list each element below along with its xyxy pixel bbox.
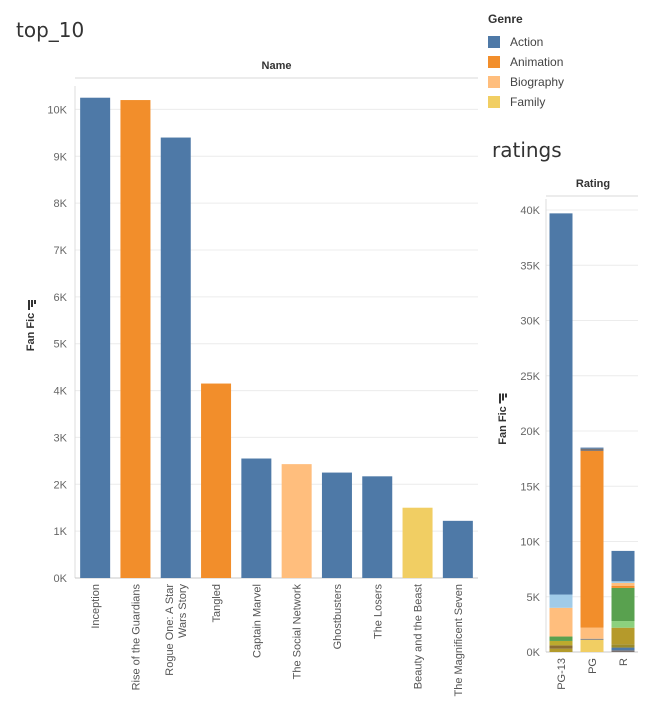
y-tick-label: 10K <box>520 537 540 549</box>
x-tick-label: Ghostbusters <box>332 584 344 650</box>
column-header-rating: Rating <box>576 178 610 190</box>
stacked-bar-segment[interactable] <box>611 627 635 645</box>
x-tick-label: PG <box>587 658 599 674</box>
stacked-bar-segment[interactable] <box>580 450 604 628</box>
stacked-bar-segment[interactable] <box>549 636 573 641</box>
y-tick-label: 1K <box>54 526 68 538</box>
stacked-bar-segment[interactable] <box>549 213 573 595</box>
bar[interactable] <box>442 520 473 578</box>
legend-label: Family <box>510 95 546 109</box>
stacked-bar-segment[interactable] <box>611 550 635 582</box>
y-tick-label: 2K <box>54 479 68 491</box>
column-header-name: Name <box>262 60 292 72</box>
bar[interactable] <box>241 458 272 578</box>
sheet-title-ratings: ratings <box>492 138 562 162</box>
legend-item-family[interactable]: Family <box>488 92 564 112</box>
y-tick-label: 8K <box>54 198 68 210</box>
bar[interactable] <box>120 100 151 579</box>
stacked-bar-segment[interactable] <box>580 627 604 639</box>
y-tick-label: 35K <box>520 260 540 272</box>
x-tick-label: Beauty and the Beast <box>413 584 425 689</box>
x-tick-label: The Social Network <box>292 584 304 680</box>
bar[interactable] <box>160 137 191 579</box>
x-tick-label: The Magnificent Seven <box>453 584 465 697</box>
x-tick-label: Inception <box>90 584 102 629</box>
legend-label: Action <box>510 35 544 49</box>
x-tick-label: R <box>618 658 630 666</box>
legend-item-animation[interactable]: Animation <box>488 52 564 72</box>
genre-legend: Genre Action Animation Biography Family <box>488 12 564 112</box>
ratings-stacked-chart: Rating 0K 5K 10K 15K 20K 25K 30K 35K 40K Fan Fic PG… <box>497 178 638 690</box>
x-tick-label: The Losers <box>372 584 384 640</box>
y-tick-label: 0K <box>54 573 68 585</box>
x-tick-label: Rise of the Guardians <box>130 584 142 691</box>
x-tick-label: Rogue One: A StarWars Story <box>164 584 189 676</box>
stacked-bar-segment[interactable] <box>549 648 573 652</box>
sheet-title-top10: top_10 <box>16 18 85 42</box>
bar[interactable] <box>281 464 312 578</box>
x-tick-label: PG-13 <box>556 658 568 690</box>
legend-swatch <box>488 96 500 108</box>
bar[interactable] <box>402 507 433 578</box>
legend-label: Animation <box>510 55 564 69</box>
legend-label: Biography <box>510 75 565 89</box>
stacked-bar-segment[interactable] <box>549 594 573 608</box>
sort-icon[interactable] <box>499 393 507 404</box>
stacked-bar-segment[interactable] <box>580 447 604 449</box>
y-axis-label: Fan Fic <box>497 406 509 445</box>
y-tick-label: 25K <box>520 371 540 383</box>
stacked-bar-segment[interactable] <box>549 607 573 637</box>
stacked-bar-segment[interactable] <box>580 638 604 640</box>
stacked-bar-segment[interactable] <box>611 647 635 651</box>
bar[interactable] <box>362 476 393 578</box>
y-tick-label: 10K <box>47 104 67 116</box>
y-tick-label: 3K <box>54 432 68 444</box>
stacked-bar-segment[interactable] <box>580 639 604 652</box>
legend-title: Genre <box>488 12 523 26</box>
stacked-bar-segment[interactable] <box>611 587 635 622</box>
y-tick-label: 40K <box>520 205 540 217</box>
legend-swatch <box>488 76 500 88</box>
bar[interactable] <box>321 472 352 578</box>
y-tick-label: 0K <box>527 647 541 659</box>
x-tick-label: Captain Marvel <box>251 584 263 658</box>
legend-swatch <box>488 36 500 48</box>
y-tick-label: 6K <box>54 292 68 304</box>
stacked-bar-segment[interactable] <box>611 582 635 586</box>
y-tick-label: 4K <box>54 386 68 398</box>
y-tick-label: 30K <box>520 316 540 328</box>
x-tick-label: Tangled <box>211 584 223 623</box>
y-tick-label: 20K <box>520 426 540 438</box>
top10-bar-chart: Name 0K 1K 2K 3K 4K 5K 6K 7K 8K 9K 10K Fan Fic Incept… <box>25 60 478 697</box>
stacked-bar-segment[interactable] <box>611 585 635 588</box>
y-tick-label: 5K <box>54 339 68 351</box>
stacked-bar-segment[interactable] <box>580 448 604 451</box>
y-tick-label: 15K <box>520 481 540 493</box>
stacked-bar-segment[interactable] <box>611 621 635 628</box>
stacked-bar-segment[interactable] <box>611 581 635 583</box>
stacked-bar-segment[interactable] <box>611 650 635 652</box>
stacked-bar-segment[interactable] <box>549 640 573 646</box>
legend-swatch <box>488 56 500 68</box>
stacked-bar-segment[interactable] <box>611 644 635 648</box>
y-tick-label: 7K <box>54 245 68 257</box>
bar[interactable] <box>201 383 232 578</box>
y-tick-label: 9K <box>54 151 68 163</box>
legend-item-action[interactable]: Action <box>488 32 564 52</box>
legend-item-biography[interactable]: Biography <box>488 72 564 92</box>
y-axis-label: Fan Fic <box>25 313 37 352</box>
bar[interactable] <box>80 97 111 578</box>
stacked-bar-segment[interactable] <box>549 645 573 649</box>
sort-icon[interactable] <box>28 300 36 310</box>
y-tick-label: 5K <box>527 592 541 604</box>
